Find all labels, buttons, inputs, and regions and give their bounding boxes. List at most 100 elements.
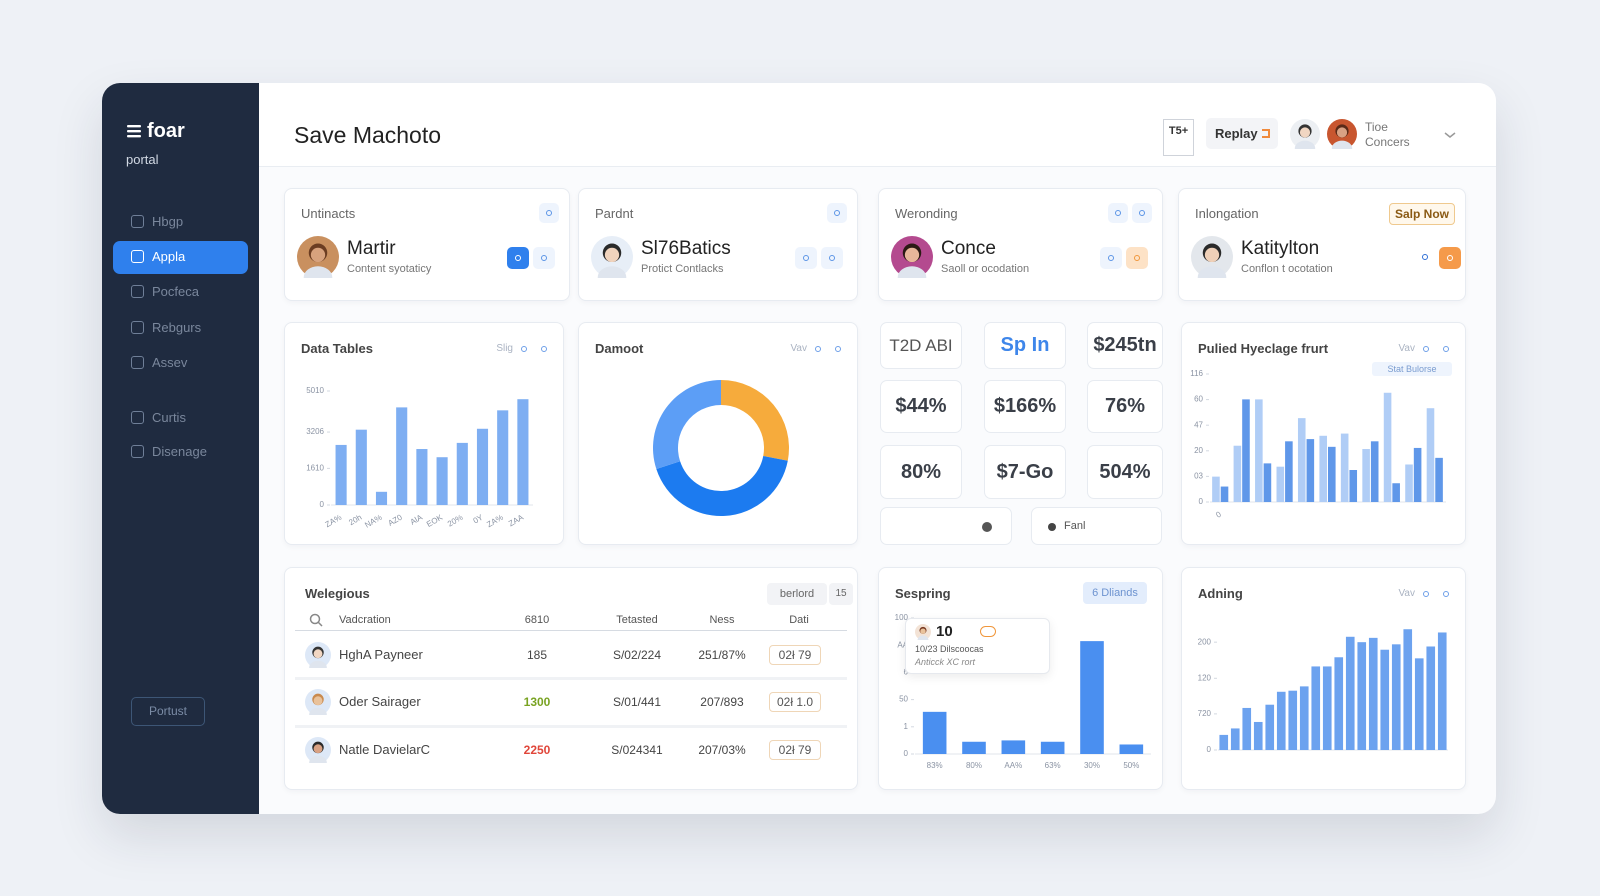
chart-card: Pulied Hyeclage frurt Vav Stat Bulorse 0 03 2… [1181, 322, 1466, 545]
bar [922, 711, 947, 754]
contact-name: Sl76Batics [641, 238, 731, 259]
bar [1255, 399, 1263, 502]
icon-button[interactable] [507, 247, 529, 269]
y-tick-label: 1 [904, 722, 909, 731]
stat-dot [1048, 523, 1056, 531]
bar [1322, 666, 1332, 750]
nav-item[interactable]: Appla [152, 249, 186, 264]
icon-button[interactable] [537, 342, 551, 356]
icon-glyph [1443, 346, 1449, 352]
bar [416, 449, 428, 505]
icon-button[interactable] [1415, 247, 1435, 267]
column-header: Ness [709, 614, 735, 626]
bar [1319, 435, 1327, 502]
bar [375, 491, 388, 505]
icon-button[interactable] [811, 342, 825, 356]
table-button[interactable]: berlord [767, 583, 827, 605]
contact-label: Pardnt [595, 206, 634, 221]
x-tick-label: 63% [1045, 761, 1061, 770]
search-handle [317, 621, 323, 627]
header-button[interactable]: Replay [1206, 118, 1278, 149]
icon-button[interactable] [1439, 587, 1453, 601]
icon-button[interactable] [1439, 247, 1461, 269]
chart-link[interactable]: Vav [790, 343, 808, 354]
avatar-body [597, 266, 627, 278]
icon-button[interactable] [1132, 203, 1152, 223]
contact-action[interactable]: Salp Now [1389, 203, 1455, 225]
bar [1345, 636, 1355, 750]
icon-button[interactable] [517, 342, 531, 356]
contact-name: Katitylton [1241, 238, 1320, 259]
brand-subtitle: portal [126, 152, 159, 167]
cell: 207/893 [700, 695, 744, 709]
icon-button[interactable] [1419, 587, 1433, 601]
contact-subtitle: Protict Contlacks [641, 263, 724, 275]
stat-tile: 80% [880, 445, 962, 499]
tooltip-value: 10 [936, 623, 953, 640]
avatar-body [309, 660, 327, 668]
cell-pill[interactable]: 02ł 79 [769, 645, 821, 665]
stat-tile: 76% [1087, 380, 1163, 433]
row-name: HghA Payneer [339, 647, 423, 662]
legend: Stat Bulorse [1372, 362, 1452, 376]
chart-link[interactable]: Vav [1398, 343, 1416, 354]
cell-pill[interactable]: 02ł 1.0 [769, 692, 821, 712]
icon-button[interactable] [533, 247, 555, 269]
icon-button[interactable] [831, 342, 845, 356]
icon-glyph [1422, 254, 1428, 260]
bar [1437, 632, 1447, 750]
chart-badge[interactable]: 6 Dliands [1083, 582, 1147, 604]
bar [517, 399, 529, 505]
search-icon [309, 613, 323, 627]
nav-item[interactable]: Rebgurs [152, 320, 202, 335]
y-tick-label: 0 [904, 749, 909, 758]
table-button[interactable]: 15 [829, 583, 853, 605]
topbar [259, 83, 1496, 167]
bar [1349, 470, 1358, 502]
header-rule [295, 630, 847, 631]
icon-button[interactable] [1108, 203, 1128, 223]
chevron [1444, 132, 1456, 138]
nav-item[interactable]: Assev [152, 355, 188, 370]
chart-link[interactable]: Slig [496, 343, 513, 354]
nav-item[interactable]: Disenage [152, 444, 207, 459]
icon-button[interactable] [1126, 247, 1148, 269]
chart [653, 380, 789, 516]
stat-pill[interactable]: Fanl [1031, 507, 1162, 545]
avatar-body [1197, 266, 1227, 278]
icon-button[interactable] [795, 247, 817, 269]
bar [1119, 744, 1144, 754]
row-name: Natle DavielarC [339, 742, 431, 757]
page-title: Save Machoto [294, 122, 442, 148]
x-tick-label: ZA% [324, 513, 344, 529]
icon-button[interactable] [1439, 342, 1453, 356]
avatar-face [904, 247, 920, 263]
header-button-label: Replay [1215, 126, 1258, 141]
brand-icon [127, 125, 141, 138]
y-tick-label: 200 [1198, 637, 1212, 646]
tooltip-icon [980, 626, 996, 637]
icon-button[interactable] [539, 203, 559, 223]
bar [1219, 734, 1229, 750]
bar [1403, 629, 1413, 750]
cell-pill[interactable]: 02ł 79 [769, 740, 821, 760]
brand-icon-bar [127, 130, 141, 133]
chart-link[interactable]: Vav [1398, 588, 1416, 599]
stat-pill[interactable] [880, 507, 1012, 545]
avatar [1327, 119, 1357, 149]
icon-button[interactable] [827, 203, 847, 223]
chart-title: Data Tables [301, 341, 374, 356]
nav-item[interactable]: Pocfeca [152, 284, 199, 299]
avatar-face [920, 628, 926, 634]
y-tick-label: 47 [1194, 420, 1203, 429]
header-badge[interactable]: T5+ [1163, 119, 1194, 156]
icon-button[interactable] [1419, 342, 1433, 356]
sidebar-button[interactable]: Portust [131, 697, 205, 726]
avatar [591, 236, 633, 278]
chart: 01506AA10083%80%AA%63%30%50% [895, 613, 1151, 770]
nav-item[interactable]: Curtis [152, 410, 186, 425]
avatar-face [1336, 127, 1348, 138]
icon-button[interactable] [821, 247, 843, 269]
icon-button[interactable] [1100, 247, 1122, 269]
nav-item[interactable]: Hbgp [152, 214, 184, 229]
